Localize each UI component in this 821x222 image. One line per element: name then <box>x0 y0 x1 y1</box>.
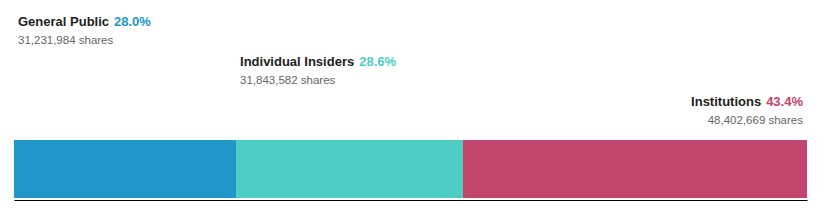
segment-label: Individual Insiders 28.6% <box>240 54 396 69</box>
bars <box>14 140 807 198</box>
segment-label: General Public 28.0% <box>18 14 151 29</box>
segment-label: Institutions 43.4% <box>691 94 803 109</box>
shares-label: 48,402,669 shares <box>708 114 804 126</box>
data-label: 28.0% <box>114 14 151 29</box>
x-axis <box>15 200 808 201</box>
chart: General Public 28.0%31,231,984 shares Indi… <box>0 0 821 222</box>
labels: General Public 28.0%31,231,984 shares Indi… <box>18 14 803 126</box>
x-axis-line <box>15 200 808 201</box>
series-name: Institutions <box>691 94 761 109</box>
series-name: Individual Insiders <box>240 54 354 69</box>
series-name: General Public <box>18 14 109 29</box>
bar-segment <box>236 140 463 198</box>
bar-segment <box>14 140 236 198</box>
bar-segment <box>463 140 807 198</box>
shares-label: 31,231,984 shares <box>18 34 114 46</box>
shares-label: 31,843,582 shares <box>240 74 336 86</box>
data-label: 28.6% <box>359 54 396 69</box>
data-label: 43.4% <box>766 94 803 109</box>
